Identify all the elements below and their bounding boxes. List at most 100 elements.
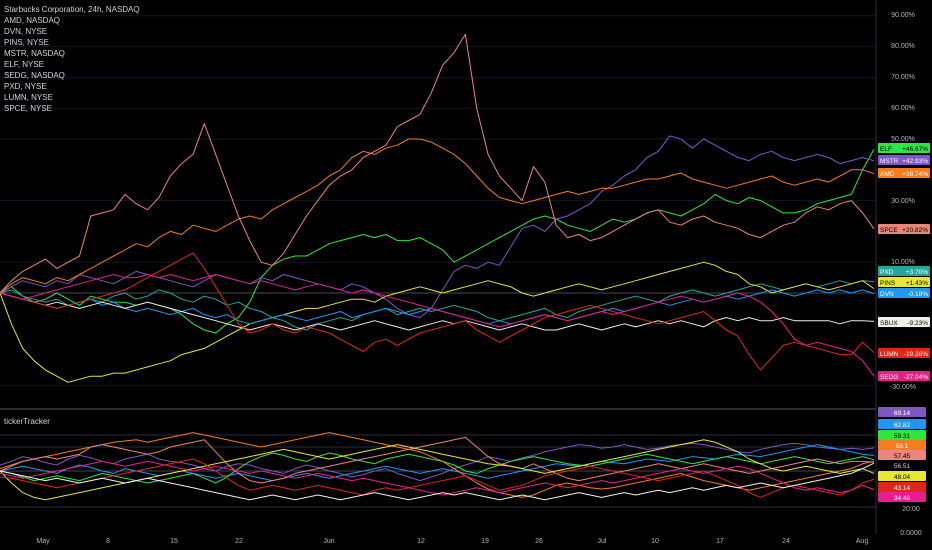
axis-label: 50.00%	[891, 136, 915, 143]
badge-bg	[878, 450, 926, 460]
lower-pane-series[interactable]	[0, 432, 875, 501]
axis-label: 20.00	[902, 506, 920, 513]
price-badge-spce: SPCE +20.82%	[878, 224, 930, 234]
badge-bg	[878, 482, 926, 492]
axis-label: 60.00%	[891, 105, 915, 112]
badge-bg	[878, 348, 930, 358]
badge-ticker: ELF	[880, 146, 892, 153]
series-line-lumn[interactable]	[0, 252, 875, 371]
price-badge-lumn: LUMN -19.36%	[878, 348, 930, 358]
main-pane-series[interactable]	[0, 33, 875, 383]
tracker-line-2ee640[interactable]	[0, 452, 875, 484]
time-label: 19	[481, 538, 489, 545]
series-line-spce[interactable]	[0, 33, 875, 294]
badge-value: 56.51	[894, 463, 911, 470]
badge-value: 58.1	[896, 443, 909, 450]
badge-bg	[878, 277, 930, 287]
axis-label: 0.0000	[900, 530, 922, 537]
badge-bg	[878, 430, 926, 440]
badge-bg	[878, 460, 926, 470]
series-line-pins[interactable]	[0, 261, 875, 383]
tracker-line-e0261b[interactable]	[0, 458, 875, 498]
badge-value: +38.74%	[902, 171, 928, 178]
price-axis[interactable]: 90.00% 80.00% 70.00% 60.00% 50.00% 30.00…	[890, 12, 922, 537]
badge-value: +46.67%	[902, 146, 928, 153]
series-line-amd[interactable]	[0, 138, 875, 294]
series-line-mstr[interactable]	[0, 135, 875, 319]
price-badge-elf: ELF +46.67%	[878, 143, 930, 153]
lower-pane-badges: 69.14 62.82 59.31 58.1 57.45 56.51 48.04 43.14 3…	[878, 407, 926, 502]
tracker-badge: 59.31	[878, 430, 926, 440]
series-line-sedg[interactable]	[0, 274, 875, 377]
badge-bg	[878, 143, 930, 153]
time-label: Jul	[598, 538, 607, 545]
time-label: Jun	[323, 538, 334, 545]
badge-value: 59.31	[894, 433, 911, 440]
badge-value: 34.48	[894, 495, 911, 502]
time-label: 15	[170, 538, 178, 545]
tracker-line-2196f3[interactable]	[0, 444, 875, 482]
axis-label: 30.00%	[891, 198, 915, 205]
time-label: 17	[716, 538, 724, 545]
price-badge-pxd: PXD +3.70%	[878, 266, 930, 276]
price-badge-sbux: SBUX -9.23%	[878, 317, 930, 327]
badge-value: +42.93%	[902, 158, 928, 165]
badge-ticker: SPCE	[880, 227, 898, 234]
legend-compare-symbol[interactable]: PINS, NYSE	[4, 38, 49, 47]
legend-compare-symbol[interactable]: ELF, NYSE	[4, 60, 45, 69]
tracker-badge: 34.48	[878, 492, 926, 502]
time-label: 24	[782, 538, 790, 545]
legend-compare-symbol[interactable]: SPCE, NYSE	[4, 104, 53, 113]
tracker-line-7e57c2[interactable]	[0, 442, 875, 482]
price-badge-amd: AMD +38.74%	[878, 168, 930, 178]
badge-value: 43.14	[894, 485, 911, 492]
badge-bg	[878, 492, 926, 502]
badge-bg	[878, 317, 930, 327]
legend-compare-symbol[interactable]: MSTR, NASDAQ	[4, 49, 65, 58]
legend-main-symbol[interactable]: Starbucks Corporation, 24h, NASDAQ	[4, 5, 140, 14]
badge-ticker: DVN	[880, 291, 894, 298]
badge-ticker: SBUX	[880, 320, 898, 327]
time-label: 22	[235, 538, 243, 545]
price-badge-mstr: MSTR +42.93%	[878, 155, 930, 165]
badge-bg	[878, 471, 926, 481]
time-label: Aug	[856, 538, 869, 545]
main-pane-badges: ELF +46.67% MSTR +42.93% AMD +38.74% SPCE +20.8…	[878, 143, 930, 381]
indicator-title[interactable]: tickerTracker	[4, 417, 50, 426]
price-badge-pins: PINS +1.43%	[878, 277, 930, 287]
badge-value: -9.23%	[907, 320, 928, 327]
axis-label: 80.00%	[891, 43, 915, 50]
badge-bg	[878, 407, 926, 417]
tracker-line-f0f0e6[interactable]	[0, 462, 875, 501]
badge-value: 48.04	[894, 474, 911, 481]
series-line-sbux[interactable]	[0, 292, 875, 331]
tracker-badge: 43.14	[878, 482, 926, 492]
badge-value: +3.70%	[906, 269, 928, 276]
legend-compare-symbol[interactable]: DVN, NYSE	[4, 27, 48, 36]
badge-value: 62.82	[894, 422, 911, 429]
badge-bg	[878, 419, 926, 429]
tracker-line-e8877a[interactable]	[0, 436, 875, 484]
axis-label: -30.00%	[890, 384, 916, 391]
time-label: 12	[417, 538, 425, 545]
legend-compare-symbol[interactable]: LUMN, NYSE	[4, 93, 53, 102]
badge-ticker: SEDG	[880, 374, 898, 381]
badge-value: -27.04%	[904, 374, 928, 381]
badge-bg	[878, 288, 930, 298]
time-label: May	[36, 538, 50, 545]
badge-value: +1.43%	[906, 280, 928, 287]
time-axis[interactable]: May 8 15 22 Jun 12 19 26 Jul 10 17 24 Au…	[36, 538, 868, 545]
tracker-badge: 48.04	[878, 471, 926, 481]
time-label: 8	[106, 538, 110, 545]
legend-compare-symbol[interactable]: AMD, NASDAQ	[4, 16, 61, 25]
tracker-badge: 58.1	[878, 440, 926, 450]
time-label: 10	[651, 538, 659, 545]
tracker-badge: 57.45	[878, 450, 926, 460]
legend-compare-symbol[interactable]: SEDG, NASDAQ	[4, 71, 65, 80]
badge-bg	[878, 224, 930, 234]
badge-value: -19.36%	[904, 351, 928, 358]
price-badge-sedg: SEDG -27.04%	[878, 371, 930, 381]
legend-compare-symbol[interactable]: PXD, NYSE	[4, 82, 47, 91]
